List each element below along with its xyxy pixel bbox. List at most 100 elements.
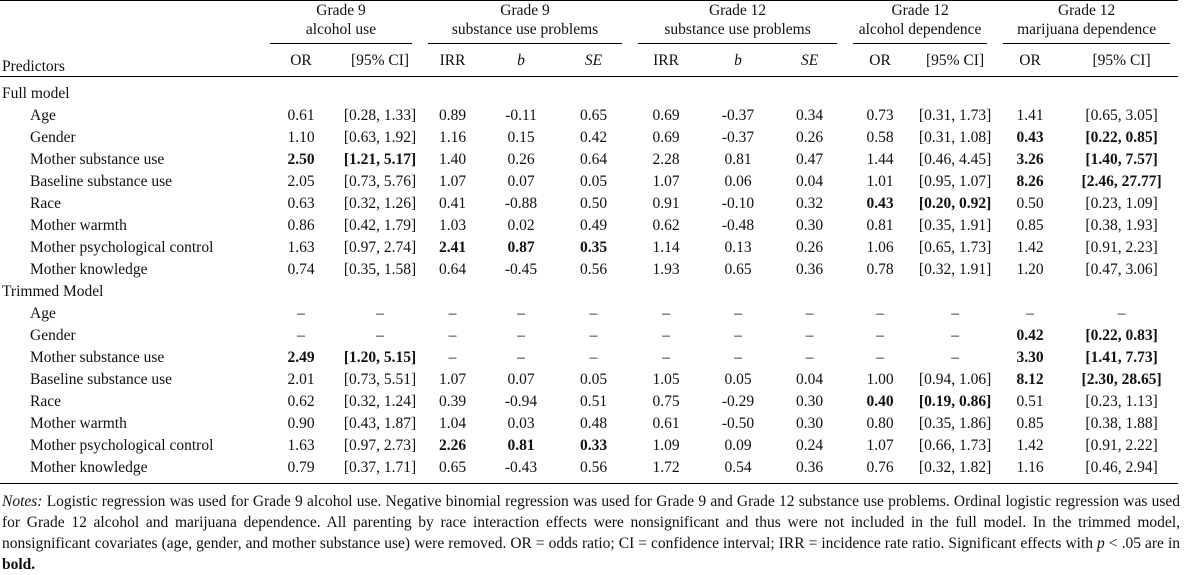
table-cell: 0.62 <box>652 217 680 234</box>
table-cell: 0.75 <box>652 393 680 410</box>
table-cell: 0.78 <box>866 261 894 278</box>
table-cell: 0.61 <box>652 415 680 432</box>
table-cell: 1.63 <box>287 437 315 454</box>
table-cell: 1.42 <box>1016 437 1044 454</box>
table-cell: – <box>662 305 670 322</box>
predictor-label: Mother knowledge <box>0 457 262 484</box>
column-header: b <box>485 46 558 77</box>
table-cell: – <box>517 327 525 344</box>
table-cell: [0.91, 2.22] <box>1085 437 1158 454</box>
table-cell: [0.91, 2.23] <box>1085 239 1158 256</box>
table-cell: 0.87 <box>507 239 535 256</box>
table-cell: [0.97, 2.73] <box>343 437 417 454</box>
table-cell: – <box>589 327 598 344</box>
table-cell: [0.37, 1.71] <box>340 457 421 484</box>
table-cell: [0.43, 1.87] <box>343 415 417 432</box>
table-cell: [0.42, 1.79] <box>343 217 417 234</box>
table-cell: [0.31, 1.08] <box>918 129 992 146</box>
group-header-row: Grade 9 alcohol use Grade 9 substance use … <box>0 0 1179 46</box>
table-cell: 0.65 <box>420 457 486 484</box>
predictor-label: Age <box>30 305 56 322</box>
table-row: Mother warmth 0.90 [0.43, 1.87] 1.04 0.03 0.4… <box>0 413 1178 435</box>
table-row: Race 0.62 [0.32, 1.24] 0.39 -0.94 0.51 0.75 -0.… <box>0 391 1178 413</box>
table-cell: – <box>376 305 384 322</box>
table-cell: 0.51 <box>579 393 608 410</box>
table-cell: -0.10 <box>721 195 755 212</box>
table-cell: [0.20, 0.92] <box>918 195 992 212</box>
column-header: IRR <box>420 46 486 77</box>
table-cell: 1.03 <box>438 217 467 234</box>
table-cell: [0.63, 1.92] <box>343 129 417 146</box>
table-cell: 0.86 <box>287 217 315 234</box>
table-cell: [0.32, 1.91] <box>918 261 992 278</box>
table-cell: 0.04 <box>796 371 824 388</box>
table-cell: -0.43 <box>485 457 558 484</box>
table-cell: 0.61 <box>287 107 315 124</box>
table-cell: – <box>589 349 598 366</box>
table-cell: [2.30, 28.65] <box>1081 371 1162 388</box>
section-row: Trimmed Model <box>0 281 1178 303</box>
table-cell: [0.97, 2.74] <box>343 239 417 256</box>
table-cell: – <box>876 349 884 366</box>
table-cell: 0.26 <box>796 239 824 256</box>
table-cell: 0.50 <box>1016 195 1044 212</box>
table-cell: 0.03 <box>507 415 535 432</box>
table-cell: 0.64 <box>579 151 608 168</box>
table-row: Mother knowledge 0.74 [0.35, 1.58] 0.64 -0.4… <box>0 259 1178 281</box>
table-cell: 0.64 <box>438 261 467 278</box>
table-cell: 0.41 <box>438 195 467 212</box>
column-header: [95% CI] <box>915 46 996 77</box>
table-cell: [0.32, 1.82] <box>915 457 996 484</box>
table-cell: 0.07 <box>507 371 535 388</box>
predictor-label: Mother knowledge <box>30 261 148 278</box>
table-cell: [0.23, 1.09] <box>1085 195 1158 212</box>
table-cell: – <box>951 327 959 344</box>
table-cell: 1.07 <box>866 437 894 454</box>
table-cell: 0.81 <box>507 437 535 454</box>
table-cell: 1.63 <box>287 239 315 256</box>
predictor-label: Mother psychological control <box>30 437 214 454</box>
table-cell: – <box>951 305 959 322</box>
column-header: SE <box>557 46 631 77</box>
table-cell: [0.46, 2.94] <box>1065 457 1179 484</box>
predictor-label: Baseline substance use <box>30 173 173 190</box>
predictor-label: Mother substance use <box>30 151 165 168</box>
table-cell: 0.40 <box>866 393 894 410</box>
table-cell: 8.12 <box>1016 371 1044 388</box>
table-cell: 0.50 <box>579 195 608 212</box>
table-cell: – <box>805 349 814 366</box>
table-cell: 0.05 <box>579 173 608 190</box>
table-cell: [0.28, 1.33] <box>343 107 417 124</box>
table-row: Mother psychological control 1.63 [0.97, 2… <box>0 435 1178 457</box>
table-notes: Notes: Logistic regression was used for … <box>2 493 1180 573</box>
table-cell: – <box>376 327 384 344</box>
table-cell: [0.94, 1.06] <box>918 371 992 388</box>
table-cell: – <box>1026 305 1034 322</box>
table-cell: 1.01 <box>866 173 894 190</box>
table-cell: 1.20 <box>1016 261 1044 278</box>
table-cell: [1.41, 7.73] <box>1085 349 1158 366</box>
table-cell: – <box>448 327 457 344</box>
predictor-label: Mother substance use <box>30 349 165 366</box>
table-cell: -0.94 <box>504 393 538 410</box>
table-cell: 0.74 <box>287 261 315 278</box>
column-header: OR <box>995 46 1066 77</box>
table-cell: 1.10 <box>287 129 315 146</box>
column-header: OR <box>262 46 340 77</box>
table-cell: [1.20, 5.15] <box>343 349 417 366</box>
group-header: Grade 9 substance use problems <box>420 0 631 46</box>
group-header: Grade 12 alcohol dependence <box>845 0 996 46</box>
table-row: Mother knowledge 0.79 [0.37, 1.71] 0.65 -0.4… <box>0 457 1179 484</box>
table-cell: 0.24 <box>796 437 824 454</box>
table-cell: 0.05 <box>579 371 608 388</box>
table-cell: -0.45 <box>504 261 538 278</box>
table-cell: – <box>805 327 814 344</box>
table-cell: -0.11 <box>505 107 537 124</box>
column-header: IRR <box>630 46 703 77</box>
column-header: b <box>702 46 775 77</box>
table-cell: 0.09 <box>724 437 752 454</box>
table-cell: -0.29 <box>721 393 755 410</box>
table-cell: [0.23, 1.13] <box>1085 393 1158 410</box>
table-cell: 0.81 <box>724 151 752 168</box>
table-cell: 0.69 <box>652 107 680 124</box>
